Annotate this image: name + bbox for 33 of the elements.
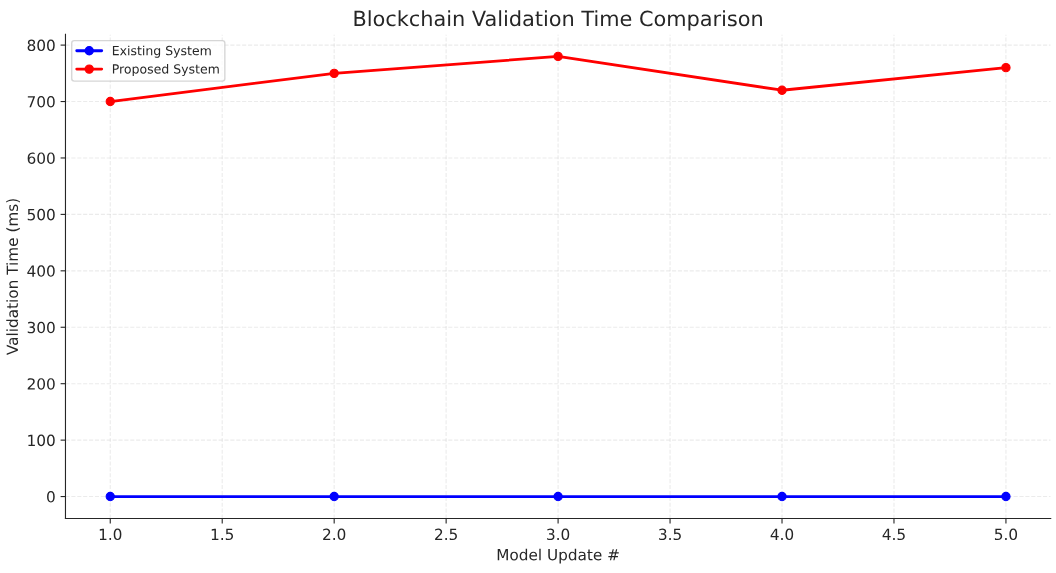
point: [1001, 62, 1011, 73]
x-tick-label: 1.5: [211, 528, 234, 541]
y-tick-label: 600: [27, 152, 55, 164]
y-tick-label: 700: [27, 96, 55, 108]
y-tick-label: 0: [47, 491, 55, 503]
y-tick-label: 800: [27, 39, 55, 52]
y-tick-label: 200: [27, 378, 55, 390]
point: [777, 491, 787, 502]
x-tick-label: 3.0: [547, 528, 570, 541]
point: [553, 51, 563, 62]
point: [553, 491, 563, 502]
x-tick-label: 2.5: [435, 528, 457, 541]
point: [1001, 491, 1011, 502]
y-tick-label: 500: [27, 208, 55, 221]
y-axis-title: Validation Time (ms): [6, 199, 20, 355]
legend-label: Proposed System: [112, 63, 219, 77]
x-tick-label: 3.5: [659, 528, 681, 541]
point: [105, 96, 115, 107]
chart-title: Blockchain Validation Time Comparison: [354, 10, 762, 31]
legend-label: Existing System: [112, 45, 211, 58]
point: [329, 68, 339, 78]
y-tick-label: 100: [28, 434, 55, 447]
x-tick-label: 4.0: [770, 528, 794, 541]
y-tick-label: 300: [27, 321, 55, 334]
point: [777, 85, 787, 95]
point: [105, 491, 115, 502]
x-tick-label: 5.0: [994, 528, 1018, 541]
x-tick-label: 2.0: [323, 528, 346, 541]
y-tick-label: 400: [27, 265, 55, 277]
x-tick-label: 4.5: [882, 528, 905, 541]
point: [329, 491, 339, 502]
x-tick-label: 1.0: [99, 528, 122, 541]
x-axis-title: Model Update #: [497, 548, 619, 564]
